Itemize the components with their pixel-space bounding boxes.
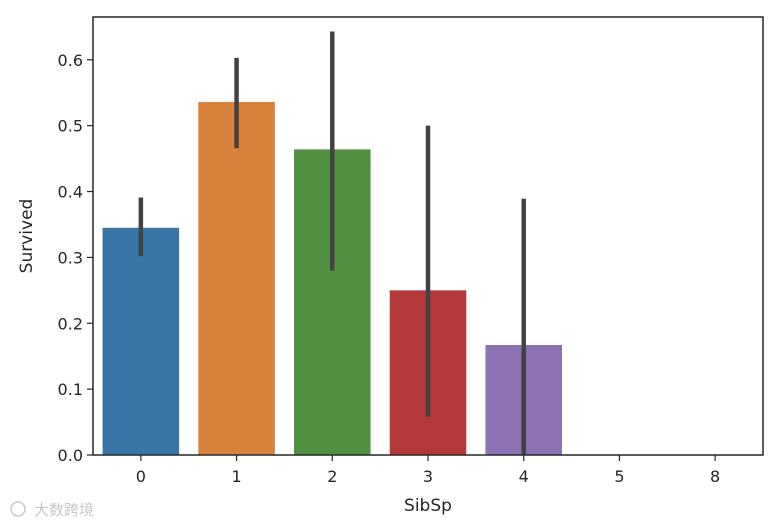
y-tick-label: 0.2	[58, 314, 83, 333]
y-ticks-group: 0.0 0.1 0.2 0.3 0.4 0.5 0.6	[58, 51, 93, 465]
y-tick-label: 0.6	[58, 51, 83, 70]
y-tick-label: 0.4	[58, 183, 83, 202]
x-axis-label: SibSp	[404, 496, 452, 516]
y-tick-label: 0.0	[58, 446, 83, 465]
bar-1	[198, 101, 275, 455]
y-tick-label: 0.3	[58, 248, 83, 267]
x-tick-label: 3	[423, 467, 433, 486]
watermark-text: 大数跨境	[34, 501, 94, 519]
watermark-logo-icon	[10, 501, 26, 517]
plot-frame	[92, 16, 764, 456]
y-axis-label: Survived	[17, 199, 37, 274]
x-tick-label: 2	[327, 467, 337, 486]
error-bars-group	[138, 31, 526, 455]
y-tick-label: 0.5	[58, 117, 83, 136]
x-tick-label: 5	[614, 467, 624, 486]
x-tick-label: 1	[231, 467, 241, 486]
x-tick-label: 8	[710, 467, 720, 486]
x-tick-label: 0	[136, 467, 146, 486]
watermark: 大数跨境	[10, 501, 94, 519]
y-tick-label: 0.1	[58, 380, 83, 399]
x-tick-label: 4	[519, 467, 529, 486]
bar-0	[102, 227, 180, 455]
x-ticks-group: 0 1 2 3 4 5 8	[136, 455, 720, 486]
